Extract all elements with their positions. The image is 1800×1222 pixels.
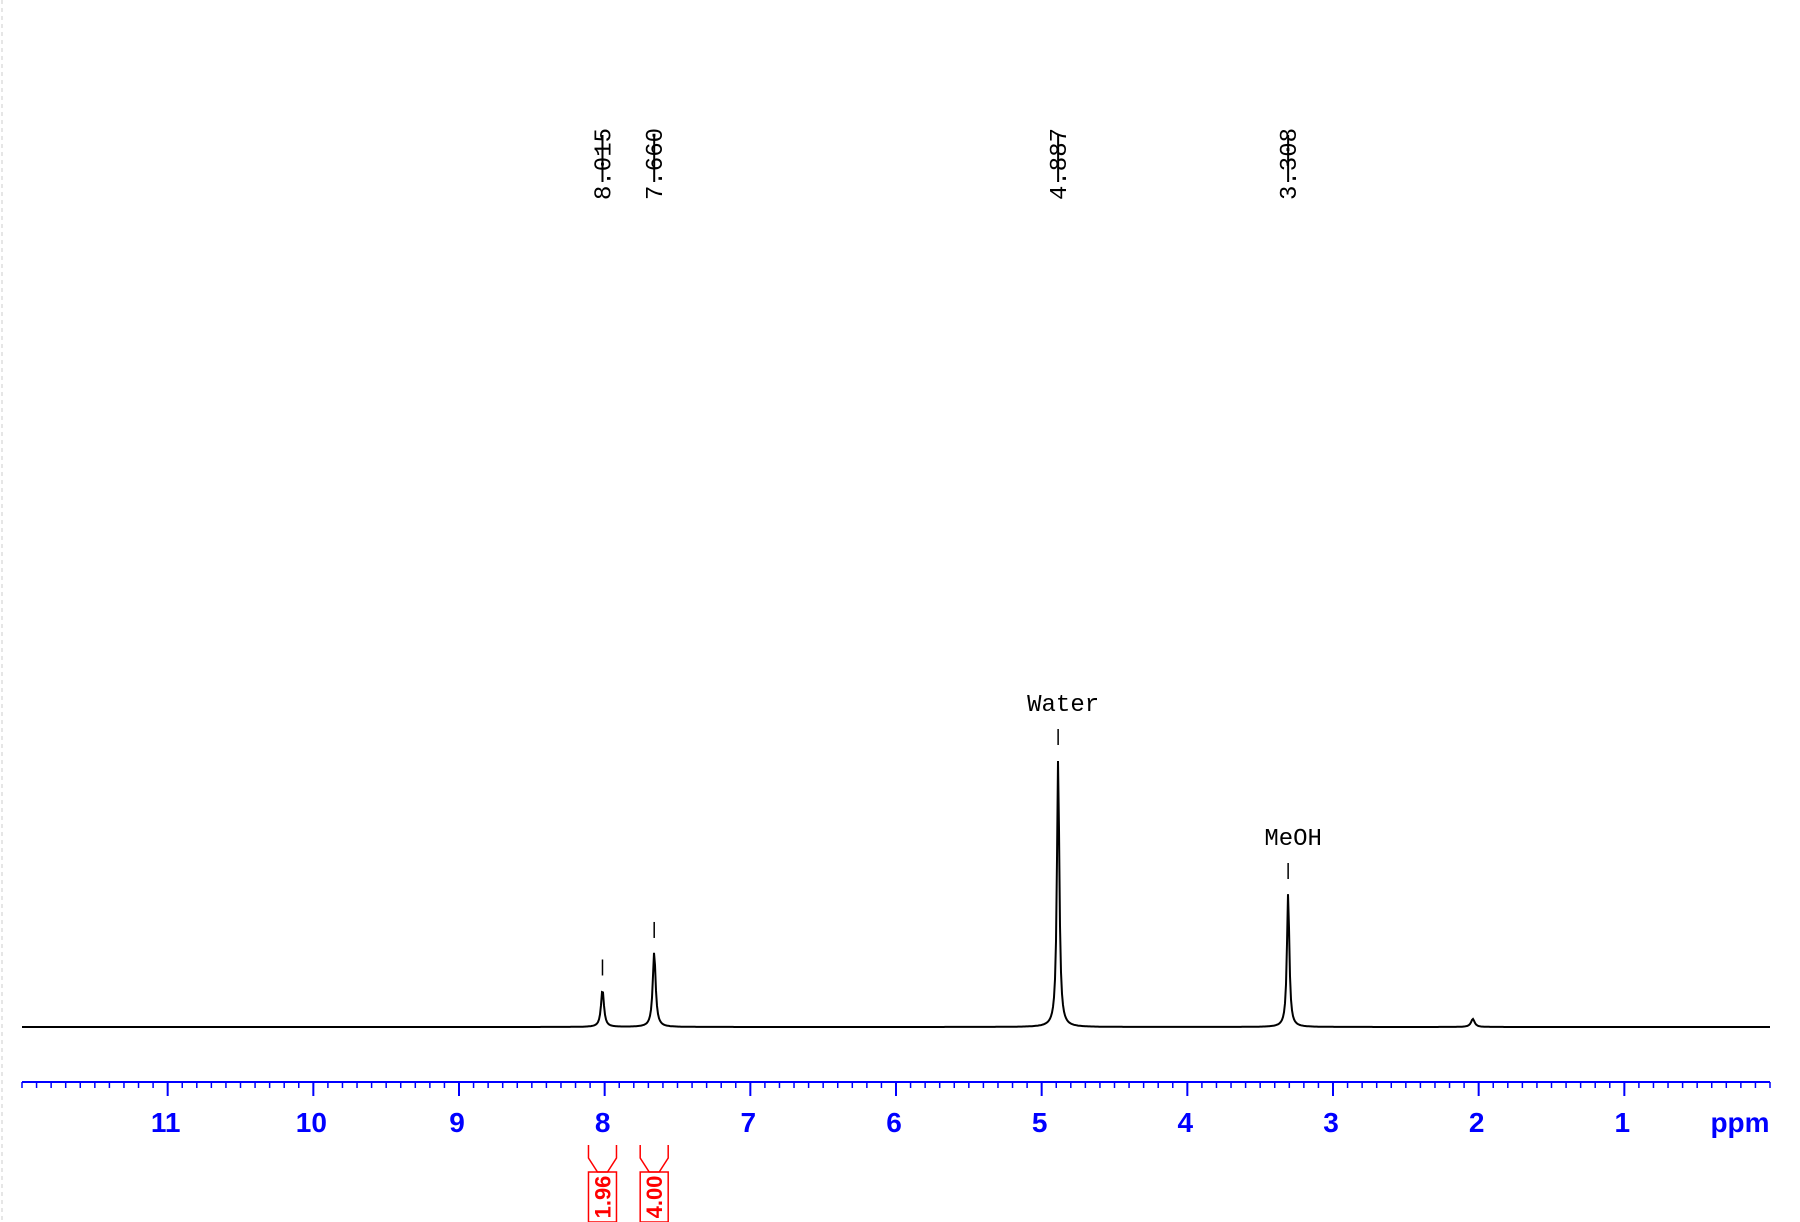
x-tick-label: 11 (151, 1107, 181, 1138)
peak-label-text: 3.308 (1277, 128, 1304, 200)
x-axis-tick-labels: 11 10 9 8 7 6 5 4 3 2 1 (151, 1107, 1630, 1138)
peak-label-text: 7.660 (643, 128, 670, 200)
spectrum-line (22, 760, 1770, 1028)
x-tick-label: 5 (1032, 1107, 1048, 1138)
peak-labels: 8.015 7.660 4.887 3.308 (591, 128, 1304, 976)
annotation-meoh: MeOH (1264, 826, 1322, 853)
integrals: 1.96 4.00 (587, 1145, 669, 1222)
x-tick-label: 3 (1323, 1107, 1339, 1138)
x-axis-major-ticks (166, 1082, 1626, 1096)
x-axis-title: ppm (1710, 1107, 1769, 1138)
integral-box (639, 1171, 669, 1222)
integral-bracket (639, 1145, 669, 1173)
annotation-water: Water (1027, 692, 1099, 719)
x-tick-label: 8 (595, 1107, 611, 1138)
integral-value: 4.00 (642, 1176, 667, 1219)
peak-label-text: 4.887 (1047, 128, 1074, 200)
x-tick-label: 7 (741, 1107, 757, 1138)
x-tick-label: 4 (1178, 1107, 1194, 1138)
x-tick-label: 2 (1469, 1107, 1485, 1138)
x-tick-label: 9 (449, 1107, 465, 1138)
x-tick-label: 10 (296, 1107, 327, 1138)
integral-bracket (587, 1145, 618, 1173)
integral-value: 1.96 (590, 1176, 615, 1219)
x-axis: 11 10 9 8 7 6 5 4 3 2 1 ppm (21, 1081, 1771, 1138)
x-tick-label: 6 (886, 1107, 902, 1138)
annotations: Water MeOH (1027, 692, 1322, 853)
x-tick-label: 1 (1615, 1107, 1631, 1138)
integral-box (587, 1171, 618, 1222)
peak-label-text: 8.015 (591, 128, 618, 200)
